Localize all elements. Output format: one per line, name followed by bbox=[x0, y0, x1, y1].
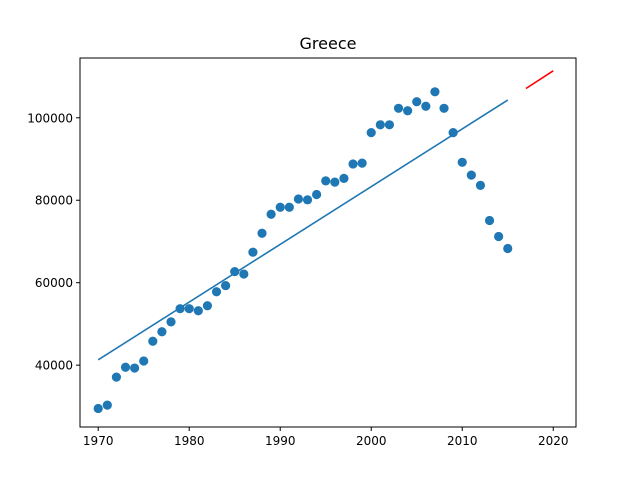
data-point bbox=[148, 336, 158, 346]
data-point bbox=[494, 231, 504, 242]
data-point bbox=[503, 243, 513, 254]
data-point bbox=[257, 228, 267, 238]
data-point bbox=[393, 103, 404, 113]
y-tick-label: 60000 bbox=[35, 276, 73, 290]
x-tick-label: 1990 bbox=[265, 434, 296, 448]
data-point bbox=[484, 215, 495, 226]
data-point bbox=[248, 247, 258, 257]
data-point bbox=[166, 317, 176, 327]
data-point bbox=[157, 327, 167, 337]
data-point bbox=[339, 173, 349, 183]
data-point bbox=[457, 157, 467, 167]
data-point bbox=[466, 170, 476, 180]
data-point bbox=[266, 209, 276, 219]
axes-frame bbox=[79, 57, 577, 428]
data-point bbox=[357, 158, 367, 168]
y-tick-label: 100000 bbox=[27, 111, 73, 125]
data-point bbox=[439, 103, 449, 113]
data-point bbox=[275, 202, 285, 212]
forecast-line bbox=[525, 70, 554, 90]
data-point bbox=[193, 306, 203, 316]
data-point bbox=[93, 403, 103, 414]
data-point bbox=[421, 101, 431, 111]
data-point bbox=[211, 287, 222, 297]
data-point bbox=[239, 269, 249, 279]
data-point bbox=[321, 176, 331, 186]
data-point bbox=[430, 87, 440, 97]
x-tick-label: 2020 bbox=[538, 434, 569, 448]
data-point bbox=[202, 301, 213, 311]
trend-line bbox=[97, 99, 509, 361]
data-point bbox=[120, 362, 131, 372]
data-point bbox=[312, 189, 322, 200]
data-point bbox=[175, 304, 185, 314]
data-point bbox=[375, 120, 385, 130]
y-axis: 40000 60000 80000 100000 bbox=[27, 111, 80, 373]
data-point bbox=[302, 195, 313, 205]
data-point bbox=[293, 194, 304, 204]
data-point bbox=[366, 128, 376, 138]
data-point bbox=[475, 180, 486, 190]
x-tick-label: 1970 bbox=[83, 434, 114, 448]
data-point bbox=[130, 363, 140, 373]
data-point bbox=[111, 372, 122, 382]
data-point bbox=[230, 266, 240, 277]
data-point bbox=[330, 177, 340, 187]
x-tick-label: 2010 bbox=[447, 434, 478, 448]
x-axis: 1970 1980 1990 2000 2010 2020 bbox=[83, 427, 569, 448]
data-point bbox=[348, 159, 358, 169]
x-tick-label: 2000 bbox=[356, 434, 387, 448]
chart-title: Greece bbox=[300, 34, 357, 53]
data-point bbox=[403, 106, 413, 116]
data-point bbox=[284, 202, 294, 212]
data-point bbox=[412, 97, 422, 107]
data-point bbox=[448, 128, 458, 138]
data-point bbox=[102, 400, 112, 410]
data-point bbox=[221, 280, 231, 291]
data-point bbox=[184, 304, 194, 314]
data-point bbox=[384, 120, 395, 130]
y-tick-label: 80000 bbox=[35, 194, 73, 208]
x-tick-label: 1980 bbox=[174, 434, 205, 448]
data-point bbox=[139, 356, 149, 366]
plot-area bbox=[93, 70, 554, 414]
y-tick-label: 40000 bbox=[35, 359, 73, 373]
